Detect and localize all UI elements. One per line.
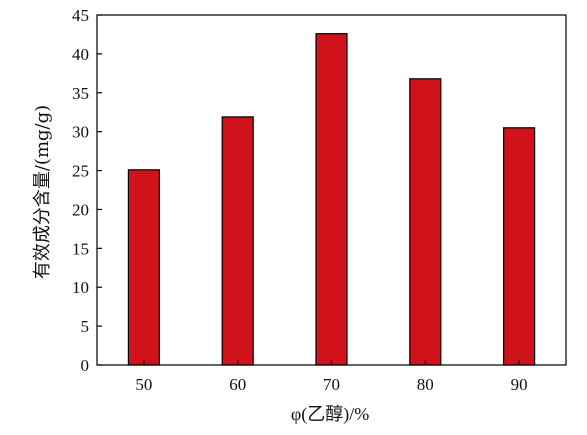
y-tick-label: 45 xyxy=(72,6,89,25)
x-tick-label: 80 xyxy=(417,375,434,394)
bar-60 xyxy=(221,116,254,366)
y-tick-label: 25 xyxy=(72,162,89,181)
y-axis-title: 有效成分含量/(mg/g) xyxy=(32,105,53,279)
y-tick-label: 30 xyxy=(72,123,89,142)
y-tick-label: 10 xyxy=(72,278,89,297)
y-axis-ticks: 0 5 10 15 20 25 30 35 40 45 xyxy=(72,6,102,375)
y-tick-label: 15 xyxy=(72,239,89,258)
x-tick-label: 70 xyxy=(323,375,340,394)
bars-group xyxy=(127,33,536,366)
bar-90 xyxy=(503,127,536,366)
y-tick-label: 35 xyxy=(72,84,89,103)
x-tick-label: 60 xyxy=(229,375,246,394)
y-tick-label: 5 xyxy=(81,317,90,336)
y-tick-label: 0 xyxy=(81,356,90,375)
y-tick-label: 20 xyxy=(72,200,89,219)
x-axis-title: φ(乙醇)/% xyxy=(291,404,369,425)
bar-50 xyxy=(127,169,160,366)
x-tick-label: 90 xyxy=(511,375,528,394)
x-tick-label: 50 xyxy=(135,375,152,394)
bar-70 xyxy=(315,33,348,366)
x-axis-ticks: 50 60 70 80 90 xyxy=(135,360,528,394)
bar-80 xyxy=(409,78,442,366)
y-tick-label: 40 xyxy=(72,45,89,64)
